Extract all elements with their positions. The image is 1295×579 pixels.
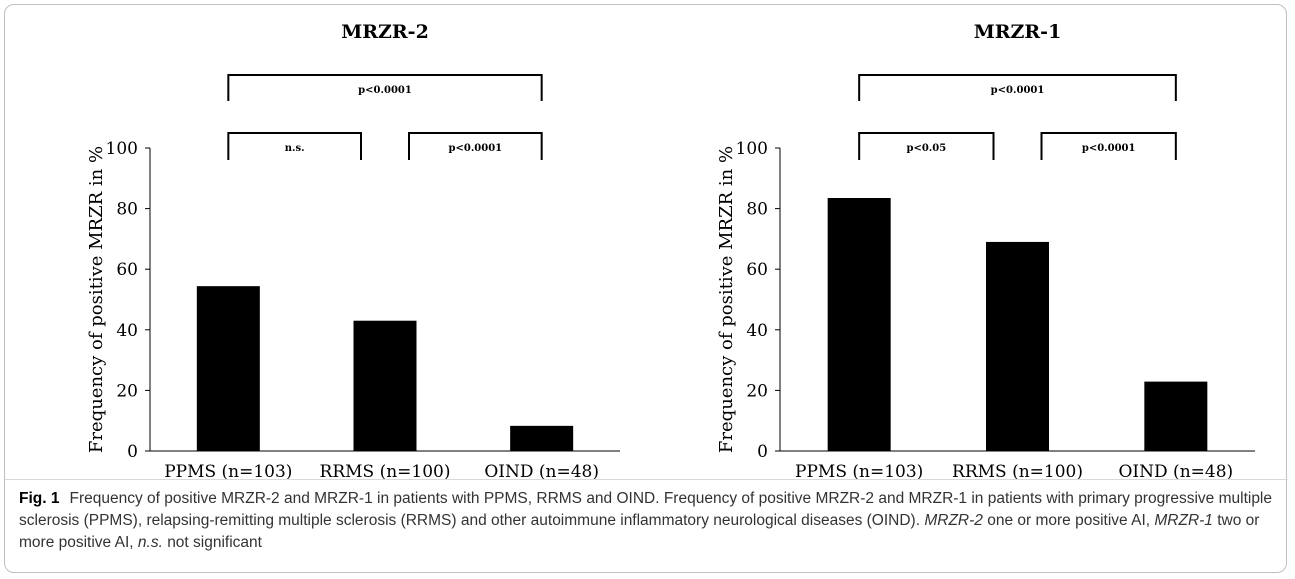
y-tick-label: 80 [116, 200, 138, 220]
bar-1 [353, 320, 417, 451]
x-category-label: OIND (n=48) [484, 462, 599, 482]
y-tick-label: 40 [116, 321, 138, 341]
bar-2 [1144, 381, 1208, 451]
significance-bracket [227, 74, 543, 101]
caption-def-ns: not significant [167, 534, 262, 551]
caption-term-ns: n.s. [137, 534, 163, 551]
figure: MRZR-2 Frequency of positive MRZR in % 0 20… [4, 4, 1288, 574]
x-category-label: OIND (n=48) [1119, 462, 1234, 482]
y-tick-label: 100 [736, 139, 768, 159]
bar-2 [510, 425, 574, 451]
significance-bracket [858, 74, 1177, 101]
y-tick-label: 60 [746, 260, 768, 280]
significance-label: p<0.0001 [358, 85, 412, 96]
significance-bracket [408, 132, 543, 160]
chart-panel-mrzr1: MRZR-1 Frequency of positive MRZR in % 0 20… [655, 5, 1295, 482]
y-axis-label: Frequency of positive MRZR in % [86, 146, 107, 453]
significance-label: p<0.0001 [1082, 143, 1136, 154]
bar-0 [196, 286, 260, 451]
significance-bracket [1040, 132, 1177, 160]
caption-text: Frequency of positive MRZR-2 and MRZR-1 … [19, 490, 1272, 529]
y-tick-label: 20 [746, 381, 768, 401]
significance-bracket [227, 132, 362, 160]
figure-caption: Fig. 1 Frequency of positive MRZR-2 and M… [5, 479, 1288, 574]
y-tick-label: 100 [106, 139, 138, 159]
x-category-label: RRMS (n=100) [320, 462, 451, 482]
y-tick-label: 0 [757, 442, 768, 462]
caption-term-mrzr1: MRZR-1 [1154, 512, 1213, 529]
y-tick-label: 20 [116, 381, 138, 401]
bar-1 [986, 241, 1049, 451]
chart-title: MRZR-2 [341, 21, 429, 43]
y-axis-label: Frequency of positive MRZR in % [716, 146, 737, 453]
chart-title: MRZR-1 [974, 21, 1062, 43]
significance-label: p<0.05 [906, 143, 946, 154]
caption-label: Fig. 1 [19, 490, 60, 507]
chart-mrzr1: MRZR-1 Frequency of positive MRZR in % 0 20… [716, 21, 1255, 482]
caption-def-mrzr2: one or more positive AI, [987, 512, 1151, 529]
y-tick-label: 60 [116, 260, 138, 280]
significance-label: p<0.0001 [449, 143, 503, 154]
caption-def-mrzr1: two or more positive AI, [19, 512, 1260, 551]
chart-panel-mrzr2: MRZR-2 Frequency of positive MRZR in % 0 20… [5, 5, 655, 482]
y-tick-label: 0 [127, 442, 138, 462]
caption-term-mrzr2: MRZR-2 [924, 512, 983, 529]
bar-0 [827, 197, 891, 451]
x-category-label: PPMS (n=103) [795, 462, 923, 482]
chart-mrzr2: MRZR-2 Frequency of positive MRZR in % 0 20… [86, 21, 620, 482]
x-category-label: PPMS (n=103) [164, 462, 292, 482]
y-tick-label: 40 [746, 321, 768, 341]
significance-label: n.s. [285, 143, 305, 154]
significance-label: p<0.0001 [991, 85, 1045, 96]
significance-bracket [858, 132, 995, 160]
x-category-label: RRMS (n=100) [952, 462, 1083, 482]
y-tick-label: 80 [746, 200, 768, 220]
